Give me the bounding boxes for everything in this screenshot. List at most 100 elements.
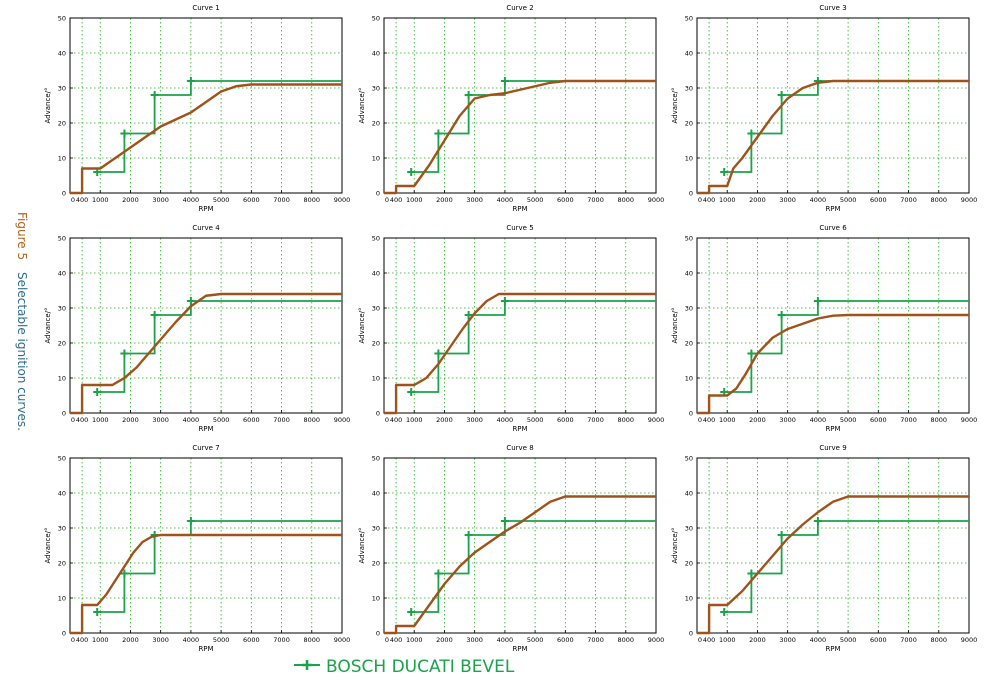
y-tick-label: 10 — [58, 595, 66, 603]
figure-caption-text: Selectable ignition curves. — [15, 272, 29, 431]
x-tick-label: 7000 — [900, 416, 917, 424]
x-tick-label: 3000 — [152, 196, 169, 204]
x-tick-label: 7000 — [900, 196, 917, 204]
y-tick-label: 10 — [685, 155, 693, 163]
x-tick-label: 9000 — [648, 416, 665, 424]
y-tick-label: 50 — [685, 455, 693, 463]
legend: BOSCH DUCATI BEVEL — [292, 652, 592, 678]
y-tick-label: 50 — [372, 235, 380, 243]
x-tick-label: 4000 — [183, 416, 200, 424]
x-tick-label: 0 — [385, 196, 389, 204]
x-tick-label: 2000 — [122, 196, 139, 204]
x-tick-label: 2000 — [749, 416, 766, 424]
plot-frame — [69, 17, 343, 194]
series-curve-line — [697, 313, 969, 415]
y-tick-label: 0 — [376, 190, 380, 198]
x-tick-label: 5000 — [527, 416, 544, 424]
x-tick-label: 7000 — [273, 636, 290, 644]
x-tick-label: 3000 — [466, 636, 483, 644]
x-tick-label: 4000 — [183, 636, 200, 644]
x-tick-label: 4000 — [810, 636, 827, 644]
series-bosch-line — [724, 80, 969, 173]
y-tick-label: 30 — [58, 85, 66, 93]
x-tick-label: 1000 — [92, 636, 109, 644]
plot-frame — [696, 237, 970, 414]
x-tick-label: 9000 — [648, 196, 665, 204]
x-tick-label: 2000 — [436, 416, 453, 424]
x-tick-label: 5000 — [213, 636, 230, 644]
x-axis-label: RPM — [825, 645, 840, 653]
y-tick-label: 10 — [685, 375, 693, 383]
plot-frame — [383, 237, 657, 414]
x-tick-label: 2000 — [436, 636, 453, 644]
x-tick-label: 9000 — [961, 636, 978, 644]
x-tick-label: 4000 — [810, 416, 827, 424]
x-tick-label: 8000 — [304, 416, 321, 424]
y-axis-label: Advance/° — [358, 528, 366, 564]
x-tick-label: 8000 — [931, 636, 948, 644]
x-tick-label: 0 — [71, 416, 75, 424]
x-tick-label: 3000 — [152, 416, 169, 424]
y-tick-label: 0 — [62, 410, 66, 418]
chart-title: Curve 3 — [819, 4, 846, 12]
x-tick-label: 9000 — [334, 636, 351, 644]
x-tick-label: 400 — [703, 196, 715, 204]
x-tick-label: 3000 — [466, 416, 483, 424]
x-tick-label: 1000 — [406, 636, 423, 644]
x-tick-label: 9000 — [961, 416, 978, 424]
x-tick-label: 2000 — [749, 636, 766, 644]
series-curve-line — [697, 79, 969, 195]
series-curve-line — [384, 292, 656, 415]
y-tick-label: 0 — [62, 630, 66, 638]
x-tick-label: 5000 — [213, 196, 230, 204]
y-tick-label: 10 — [372, 155, 380, 163]
x-tick-label: 6000 — [243, 636, 260, 644]
chart-title: Curve 6 — [819, 224, 847, 232]
x-tick-label: 0 — [698, 196, 702, 204]
y-tick-label: 20 — [685, 340, 693, 348]
series-bosch-line — [411, 300, 656, 393]
y-axis-label: Advance/° — [671, 308, 679, 344]
y-axis-label: Advance/° — [358, 308, 366, 344]
y-tick-label: 10 — [58, 155, 66, 163]
y-tick-label: 0 — [376, 410, 380, 418]
x-tick-label: 8000 — [618, 416, 635, 424]
chart-title: Curve 7 — [192, 444, 219, 452]
x-tick-label: 400 — [76, 196, 88, 204]
plot-frame — [383, 457, 657, 634]
y-tick-label: 40 — [58, 270, 66, 278]
y-tick-label: 40 — [685, 50, 693, 58]
y-axis-label: Advance/° — [358, 88, 366, 124]
y-tick-label: 0 — [689, 190, 693, 198]
series-bosch-line — [97, 300, 342, 393]
y-tick-label: 30 — [58, 525, 66, 533]
x-tick-label: 7000 — [273, 416, 290, 424]
y-tick-label: 50 — [685, 235, 693, 243]
x-tick-label: 1000 — [92, 416, 109, 424]
figure-label: Figure 5 — [15, 212, 29, 260]
chart-6: 0 400 1000 2000 3000 4000 5000 6000 7000 8000 9000… — [671, 224, 977, 433]
y-tick-label: 30 — [685, 305, 693, 313]
y-tick-label: 40 — [58, 50, 66, 58]
x-tick-label: 3000 — [779, 416, 796, 424]
x-tick-label: 3000 — [152, 636, 169, 644]
chart-title: Curve 8 — [506, 444, 533, 452]
y-tick-label: 40 — [372, 270, 380, 278]
y-tick-label: 50 — [58, 455, 66, 463]
x-axis-label: RPM — [512, 205, 527, 213]
x-tick-label: 1000 — [719, 636, 736, 644]
chart-title: Curve 5 — [506, 224, 533, 232]
x-tick-label: 2000 — [122, 636, 139, 644]
series-bosch-line — [411, 520, 656, 613]
series-curve-line — [70, 533, 342, 635]
series-curve-line — [70, 292, 342, 415]
series-curve-line — [384, 79, 656, 195]
plot-frame — [69, 457, 343, 634]
x-tick-label: 7000 — [587, 636, 604, 644]
x-tick-label: 4000 — [183, 196, 200, 204]
chart-title: Curve 9 — [819, 444, 846, 452]
x-axis-label: RPM — [512, 425, 527, 433]
y-tick-label: 30 — [372, 85, 380, 93]
y-tick-label: 10 — [372, 375, 380, 383]
x-tick-label: 8000 — [304, 196, 321, 204]
